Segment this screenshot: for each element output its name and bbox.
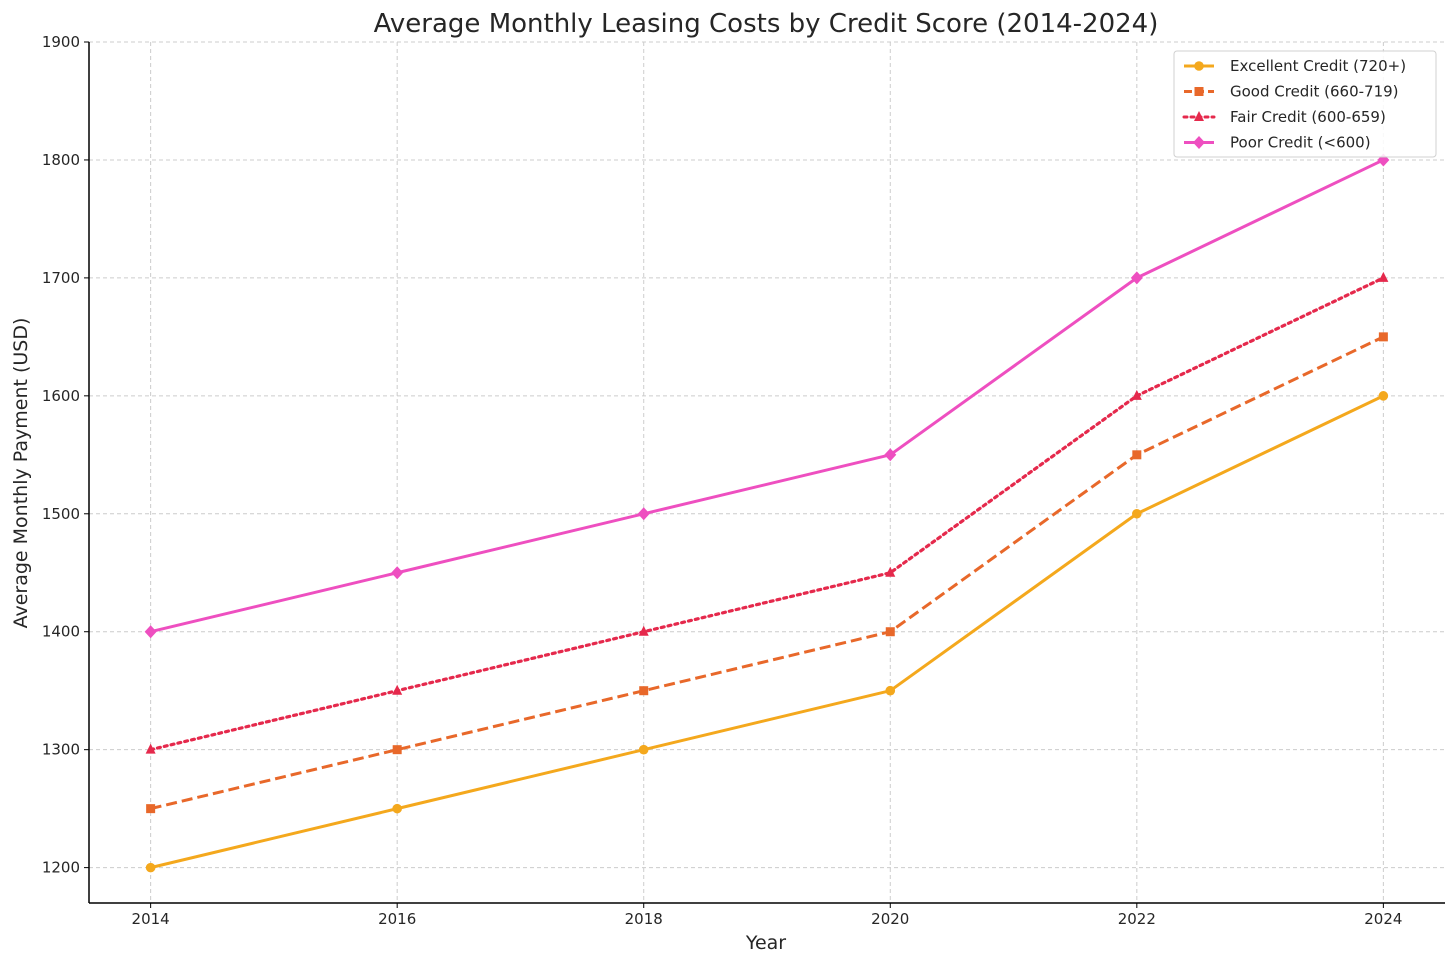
legend-item-fair-credit: Fair Credit (600-659) <box>1182 108 1386 126</box>
data-point <box>1378 391 1389 401</box>
data-point <box>391 566 404 580</box>
data-point <box>1378 271 1389 282</box>
data-point <box>885 627 895 637</box>
data-point <box>392 745 402 755</box>
y-tick-label: 1200 <box>42 859 80 877</box>
y-tick-label: 1500 <box>42 505 80 523</box>
x-tick-label: 2014 <box>132 910 170 928</box>
data-point <box>1132 508 1142 519</box>
y-tick-label: 1800 <box>42 151 80 169</box>
data-point <box>884 448 897 462</box>
ticks-layer: 2014 2016 2018 2020 2022 2024 1200 1300 1400 1500… <box>42 33 1403 928</box>
data-point <box>885 566 896 577</box>
grid-layer <box>89 41 1445 903</box>
x-tick-label: 2016 <box>378 910 416 928</box>
data-point <box>1132 450 1142 460</box>
data-point <box>1131 389 1142 400</box>
data-point <box>392 803 402 814</box>
legend-marker <box>1194 111 1204 121</box>
x-axis-label: Year <box>745 932 786 954</box>
y-tick-label: 1600 <box>42 387 80 405</box>
data-point <box>638 744 649 755</box>
data-point <box>1378 332 1388 342</box>
data-point <box>145 862 156 873</box>
data-point <box>885 685 896 696</box>
legend-marker <box>1194 61 1204 71</box>
data-point <box>146 804 156 814</box>
y-tick-label: 1300 <box>42 741 80 759</box>
legend-marker <box>1194 87 1204 96</box>
series-line <box>150 335 1385 811</box>
y-tick-label: 1900 <box>42 33 80 51</box>
legend-item-poor-credit: Poor Credit (<600) <box>1184 134 1371 152</box>
y-tick-label: 1400 <box>42 623 80 641</box>
y-tick-label: 1700 <box>42 269 80 287</box>
chart-title: Average Monthly Leasing Costs by Credit … <box>374 9 1159 39</box>
legend-item-good-credit: Good Credit (660-719) <box>1184 83 1399 101</box>
x-tick-label: 2022 <box>1118 910 1156 928</box>
data-point <box>144 625 157 639</box>
legend-label: Poor Credit (<600) <box>1230 134 1371 152</box>
legend-label: Fair Credit (600-659) <box>1230 108 1386 126</box>
data-point <box>392 684 403 695</box>
legend-marker <box>1193 136 1205 149</box>
axes-layer <box>88 42 1445 904</box>
series-layer <box>144 153 1390 873</box>
series-fair-credit <box>145 271 1389 754</box>
legend-label: Good Credit (660-719) <box>1230 83 1399 101</box>
data-point <box>637 507 650 521</box>
series-line <box>149 276 1385 752</box>
series-good-credit <box>146 332 1388 814</box>
data-point <box>638 625 649 636</box>
legend-box <box>1173 50 1437 158</box>
data-point <box>1130 271 1143 285</box>
legend: Excellent Credit (720+) Good Credit (660-… <box>1173 50 1437 158</box>
x-tick-label: 2024 <box>1364 910 1402 928</box>
y-axis-label: Average Monthly Payment (USD) <box>10 318 32 629</box>
series-line <box>150 394 1385 870</box>
series-poor-credit <box>144 153 1390 639</box>
data-point <box>639 686 649 696</box>
legend-label: Excellent Credit (720+) <box>1230 57 1406 75</box>
data-point <box>145 743 156 754</box>
legend-item-excellent-credit: Excellent Credit (720+) <box>1184 57 1406 75</box>
x-tick-label: 2020 <box>871 910 909 928</box>
series-line <box>150 158 1385 634</box>
x-tick-label: 2018 <box>625 910 663 928</box>
series-excellent-credit <box>145 391 1389 873</box>
